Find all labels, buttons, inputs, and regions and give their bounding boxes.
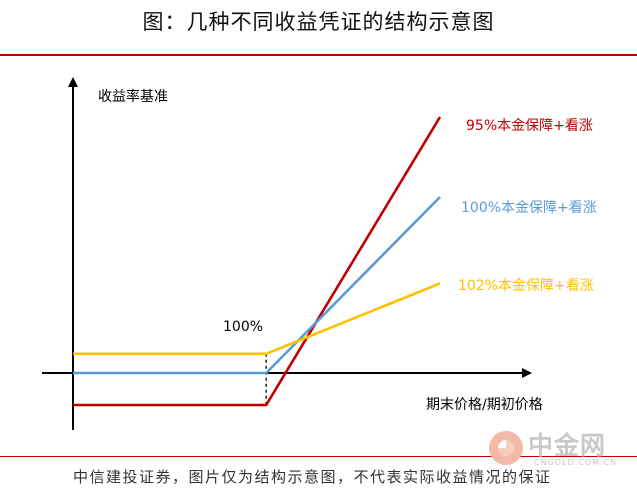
series-line-2 <box>73 196 441 375</box>
watermark-text: 中金网 <box>528 431 607 460</box>
source-note: 中信建投证券，图片仅为结构示意图，不代表实际收益情况的保证 <box>73 468 552 486</box>
watermark-logo-icon <box>489 431 523 465</box>
y-axis-label: 收益率基准 <box>98 88 168 105</box>
strike-label: 100% <box>223 319 263 335</box>
series-label-1: 95%本金保障+看涨 <box>466 118 593 134</box>
title-divider <box>0 54 637 56</box>
series-label-3: 102%本金保障+看涨 <box>458 278 594 294</box>
series-label-2: 100%本金保障+看涨 <box>461 200 597 216</box>
x-axis-label: 期末价格/期初价格 <box>426 396 543 413</box>
page-title: 图：几种不同收益凭证的结构示意图 <box>142 10 495 34</box>
series-line-1 <box>73 116 442 407</box>
footer-divider <box>0 456 637 457</box>
series-line-3 <box>73 282 441 356</box>
watermark-subtext: CNGOLD.COM.CN <box>534 458 618 467</box>
